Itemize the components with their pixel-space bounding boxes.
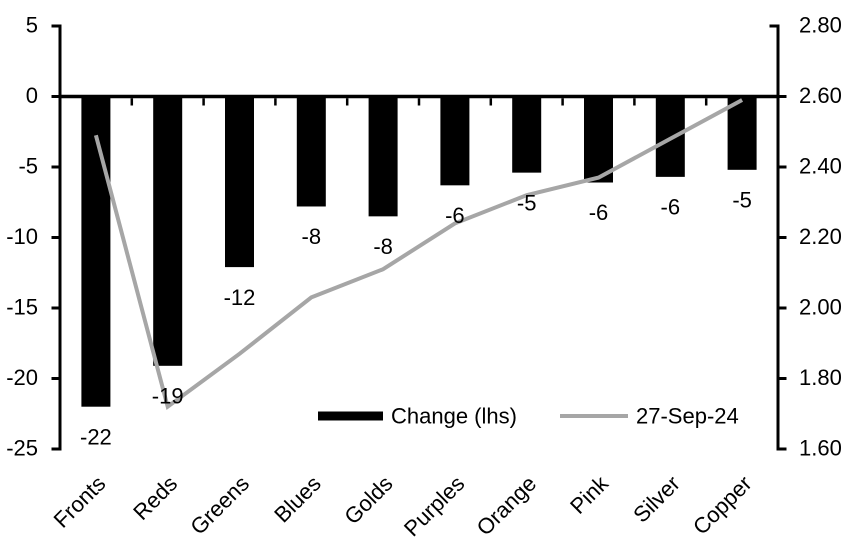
bar-value-label: -12 xyxy=(224,285,256,310)
legend: Change (lhs) 27-Sep-24 xyxy=(318,404,739,429)
bar-golds xyxy=(368,96,398,217)
bar-blues xyxy=(296,96,326,207)
category-label-orange: Orange xyxy=(472,471,542,541)
y-axis-left-tick-label: -10 xyxy=(6,224,38,249)
legend-swatch-bar xyxy=(318,411,383,421)
y-axis-left-tick-label: -25 xyxy=(6,436,38,461)
bar-value-labels: -22 -19 -12 -8 -8 -6 -5 -6 -6 -5 xyxy=(80,188,752,450)
bar-value-label: -6 xyxy=(445,203,465,228)
y-axis-left-tick-label: -15 xyxy=(6,295,38,320)
bar-value-label: -19 xyxy=(152,384,184,409)
bars-group xyxy=(81,96,757,407)
bar-greens xyxy=(225,96,254,268)
bar-purples xyxy=(440,96,470,186)
y-axis-right-tick-label: 2.80 xyxy=(799,13,842,38)
bar-value-label: -6 xyxy=(589,200,609,225)
category-label-fronts: Fronts xyxy=(49,471,111,533)
bar-reds xyxy=(153,96,183,366)
bar-value-label: -5 xyxy=(517,190,537,215)
bar-value-label: -8 xyxy=(302,224,322,249)
series-line-27-sep-24 xyxy=(93,98,744,411)
category-label-copper: Copper xyxy=(688,471,757,540)
category-label-blues: Blues xyxy=(269,471,326,528)
category-label-pink: Pink xyxy=(565,470,614,519)
y-axis-right-tick-label: 2.20 xyxy=(799,224,842,249)
bar-pink xyxy=(584,96,613,183)
bar-value-label: -22 xyxy=(80,424,112,449)
bar-orange xyxy=(512,96,542,173)
y-axis-right-tick-label: 2.00 xyxy=(799,295,842,320)
y-axis-left-tick-label: 0 xyxy=(26,83,38,108)
axes-group xyxy=(51,24,787,451)
legend-label-change-lhs: Change (lhs) xyxy=(391,404,517,429)
bar-value-label: -6 xyxy=(661,195,681,220)
bar-value-label: -5 xyxy=(732,188,752,213)
bar-value-label: -8 xyxy=(373,234,393,259)
bar-fronts xyxy=(81,96,111,407)
category-label-purples: Purples xyxy=(399,471,469,541)
category-label-greens: Greens xyxy=(185,471,254,540)
bar-copper xyxy=(727,96,757,170)
y-axis-left-tick-label: 5 xyxy=(26,13,38,38)
category-labels: Fronts Reds Greens Blues Golds Purples Orange P… xyxy=(49,470,757,541)
legend-label-27-sep-24: 27-Sep-24 xyxy=(636,404,739,429)
category-label-silver: Silver xyxy=(628,471,685,528)
y-axis-left-tick-label: -5 xyxy=(18,154,38,179)
y-axis-right-tick-label: 2.60 xyxy=(799,83,842,108)
y-axis-right-labels: 2.80 2.60 2.40 2.20 2.00 1.80 1.60 xyxy=(799,13,842,461)
y-axis-right-tick-label: 1.60 xyxy=(799,436,842,461)
category-label-golds: Golds xyxy=(339,471,397,529)
y-axis-right-tick-label: 1.80 xyxy=(799,365,842,390)
y-axis-right-tick-label: 2.40 xyxy=(799,154,842,179)
y-axis-left-tick-label: -20 xyxy=(6,365,38,390)
y-axis-left-labels: 5 0 -5 -10 -15 -20 -25 xyxy=(6,13,38,461)
category-label-reds: Reds xyxy=(128,471,182,525)
